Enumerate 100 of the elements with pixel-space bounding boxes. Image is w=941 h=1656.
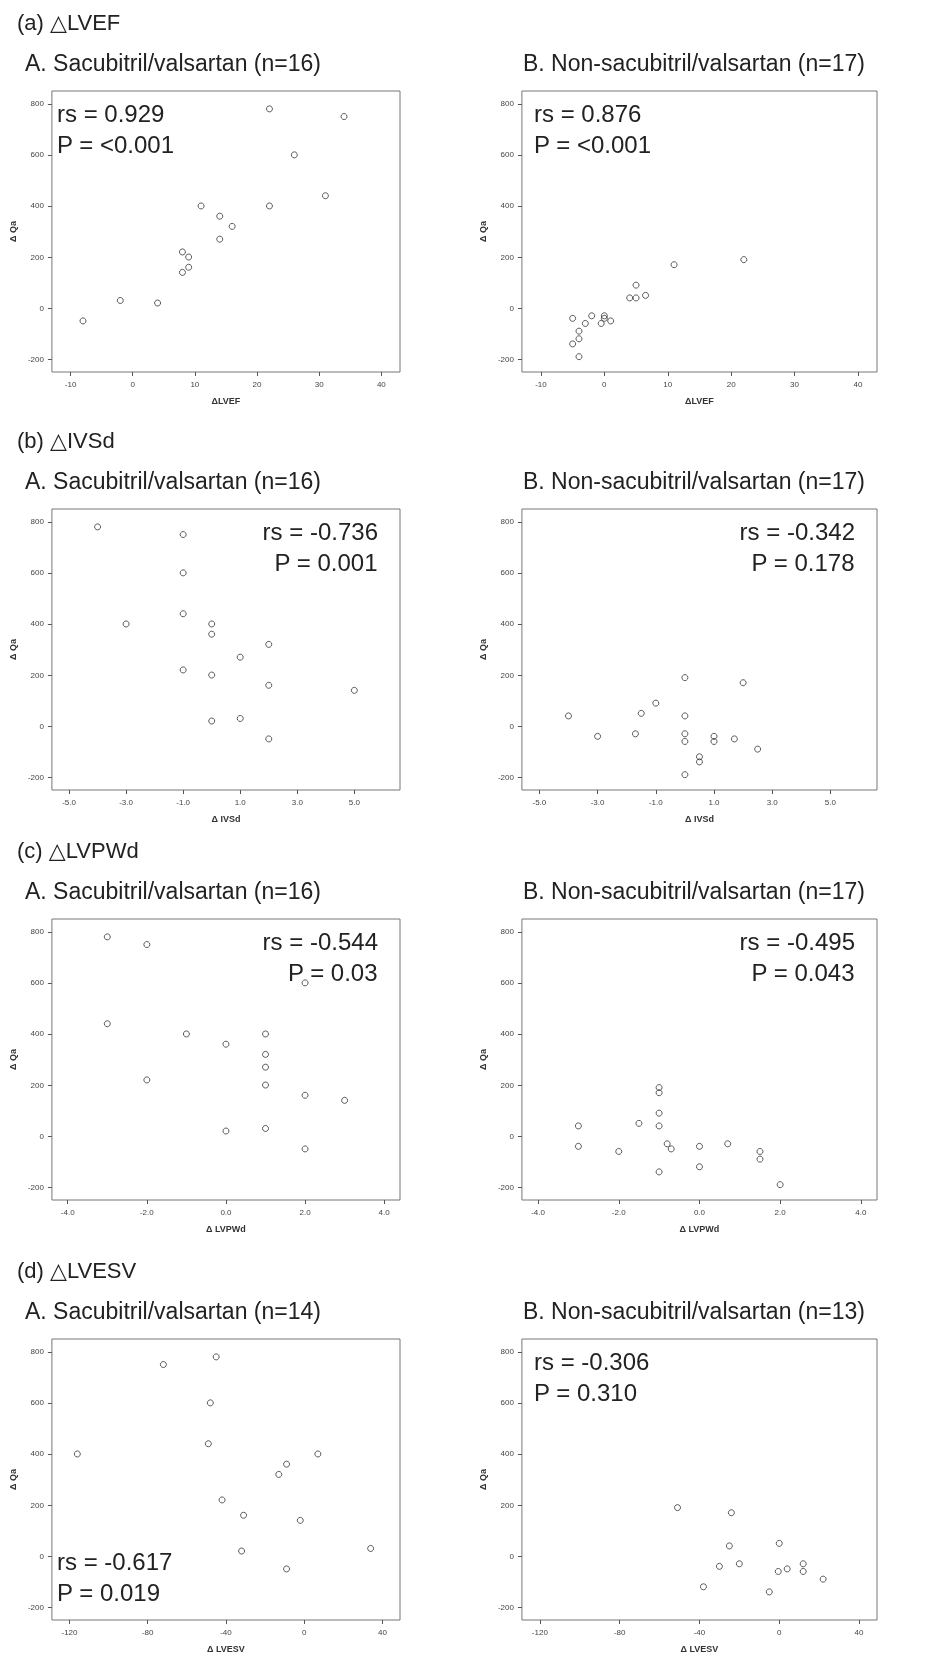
x-tick-label: 4.0 — [855, 1207, 867, 1217]
point — [695, 1142, 703, 1150]
y-tick-label: 600 — [30, 150, 45, 160]
point — [575, 335, 583, 343]
point — [695, 1163, 703, 1171]
annotation: P = 0.019 — [57, 1578, 160, 1606]
y-tick-label: 0 — [39, 1131, 45, 1141]
x-tick-label: 20 — [252, 379, 263, 389]
x-tick-label: 0.0 — [220, 1207, 233, 1217]
point — [116, 296, 124, 304]
point — [204, 1440, 212, 1448]
point — [655, 1089, 663, 1097]
y-tick-label: 400 — [30, 201, 45, 211]
point — [681, 712, 689, 720]
point — [776, 1181, 784, 1189]
point — [262, 1063, 270, 1071]
y-tick-label: 200 — [30, 252, 45, 262]
annotation: P = <0.001 — [534, 130, 651, 158]
point — [756, 1147, 764, 1155]
chart-subtitle: A. Sacubitril/valsartan (n=14) — [25, 1297, 321, 1324]
y-tick-label: -200 — [27, 354, 45, 364]
y-tick-label: 400 — [30, 1029, 45, 1039]
x-tick-label: 0 — [602, 379, 608, 389]
x-axis-title: Δ LVESV — [680, 1643, 719, 1654]
point — [262, 1030, 270, 1038]
point — [208, 630, 216, 638]
x-tick-label: 0 — [777, 1627, 783, 1637]
point — [283, 1565, 291, 1573]
x-tick-label: 0 — [301, 1627, 307, 1637]
y-tick-label: 200 — [30, 1500, 45, 1510]
x-tick-label: 10 — [663, 379, 673, 389]
x-tick-label: 3.0 — [291, 797, 304, 807]
point — [799, 1560, 807, 1568]
point — [740, 256, 748, 264]
point — [695, 758, 703, 766]
point — [754, 745, 762, 753]
x-axis-title: ΔLVEF — [685, 395, 715, 406]
point — [240, 1511, 248, 1519]
point — [236, 714, 244, 722]
x-tick-label: -80 — [141, 1627, 155, 1637]
point — [774, 1567, 782, 1575]
point — [594, 732, 602, 740]
y-tick-label: 800 — [30, 517, 45, 527]
point — [710, 732, 718, 740]
point — [725, 1542, 733, 1550]
x-tick-label: 1.0 — [234, 797, 247, 807]
chart-title: (a) △LVEF — [17, 9, 121, 35]
x-axis-title: Δ IVSd — [211, 813, 241, 824]
point — [206, 1399, 214, 1407]
y-tick-label: 0 — [509, 721, 515, 731]
y-tick-label: 400 — [500, 1449, 515, 1459]
point — [597, 319, 605, 327]
point — [663, 1140, 671, 1148]
point — [185, 253, 193, 261]
point — [290, 151, 298, 159]
point — [301, 1145, 309, 1153]
point — [185, 263, 193, 271]
point — [301, 1091, 309, 1099]
annotation: P = 0.03 — [287, 958, 378, 986]
x-tick-label: -5.0 — [532, 797, 547, 807]
point — [695, 753, 703, 761]
y-axis-title: Δ Qa — [7, 1048, 18, 1070]
y-tick-label: 600 — [500, 568, 515, 578]
y-tick-label: 800 — [500, 99, 515, 109]
point — [574, 1122, 582, 1130]
x-tick-label: 30 — [790, 379, 800, 389]
y-tick-label: 800 — [500, 517, 515, 527]
point — [103, 1020, 111, 1028]
x-tick-label: 2.0 — [299, 1207, 312, 1217]
y-tick-label: 200 — [500, 1500, 515, 1510]
point — [265, 735, 273, 743]
point — [730, 735, 738, 743]
point — [655, 1122, 663, 1130]
x-tick-label: -120 — [61, 1627, 79, 1637]
y-tick-label: 800 — [30, 1347, 45, 1357]
x-tick-label: 5.0 — [824, 797, 837, 807]
point — [222, 1127, 230, 1135]
x-tick-label: -3.0 — [590, 797, 606, 807]
point — [637, 709, 645, 717]
y-tick-label: -200 — [27, 1602, 45, 1612]
point — [564, 712, 572, 720]
x-axis-title: Δ LVPWd — [679, 1223, 720, 1234]
y-tick-label: 600 — [30, 978, 45, 988]
chart-subtitle: B. Non-sacubitril/valsartan (n=17) — [523, 877, 865, 904]
chart-subtitle: A. Sacubitril/valsartan (n=16) — [25, 467, 321, 494]
x-axis-title: Δ LVPWd — [206, 1223, 246, 1234]
point — [208, 717, 216, 725]
chart-title: (b) △IVSd — [17, 427, 115, 453]
point — [367, 1544, 375, 1552]
point — [819, 1575, 827, 1583]
point — [655, 1084, 663, 1092]
y-tick-label: -200 — [27, 772, 45, 782]
y-tick-label: 800 — [500, 1347, 515, 1357]
point — [197, 202, 205, 210]
point — [765, 1588, 773, 1596]
x-tick-label: -3.0 — [119, 797, 134, 807]
x-tick-label: -10 — [535, 379, 548, 389]
x-tick-label: 20 — [726, 379, 737, 389]
point — [314, 1450, 322, 1458]
point — [569, 340, 577, 348]
